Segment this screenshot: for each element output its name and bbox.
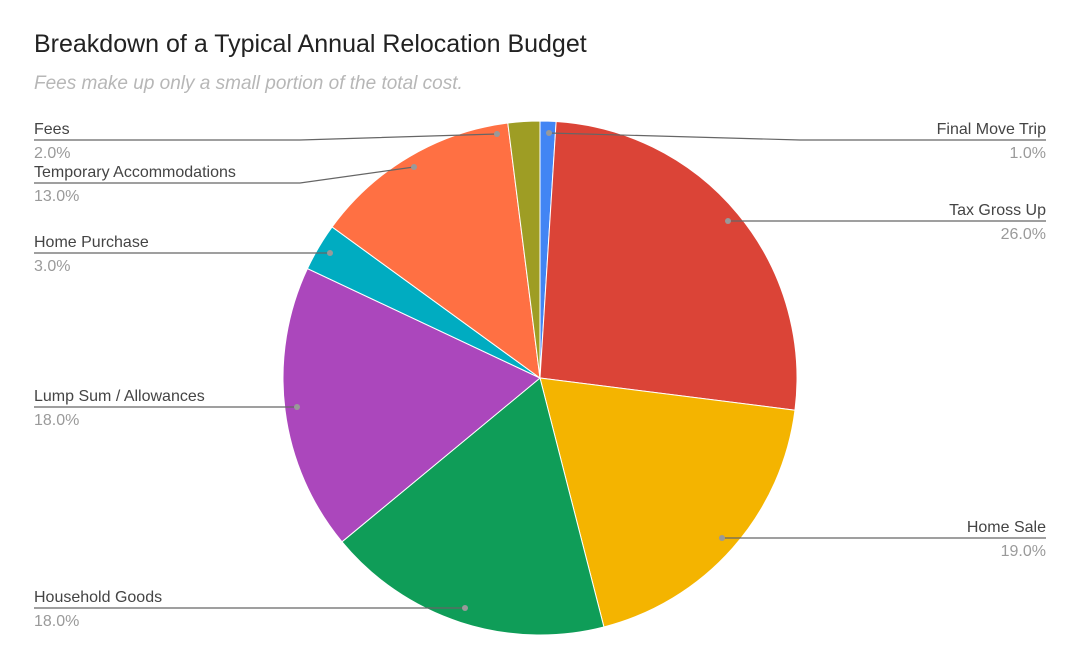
- slice-label-home-sale: Home Sale: [967, 519, 1046, 536]
- chart-subtitle: Fees make up only a small portion of the…: [34, 73, 463, 94]
- slice-label-fees: Fees: [34, 121, 70, 138]
- pie-slice-home-sale: [539, 377, 796, 628]
- slice-label-household-goods: Household Goods: [34, 589, 162, 606]
- pie-slice-lump-sum-allowances: [282, 267, 541, 543]
- slice-percent-home-purchase: 3.0%: [34, 258, 70, 275]
- slice-percent-home-sale: 19.0%: [1001, 543, 1046, 560]
- slice-percent-temporary-accommodations: 13.0%: [34, 188, 79, 205]
- leader-dot-lump-sum-allowances: [294, 404, 300, 410]
- leader-dot-temporary-accommodations: [411, 164, 417, 170]
- pie-slice-fees: [507, 120, 541, 379]
- leader-dot-tax-gross-up: [725, 218, 731, 224]
- leader-line-fees: [34, 133, 498, 141]
- chart-title: Breakdown of a Typical Annual Relocation…: [34, 30, 587, 58]
- leader-dot-final-move-trip: [546, 130, 552, 136]
- pie-slice-temporary-accommodations: [331, 122, 541, 380]
- slice-label-final-move-trip: Final Move Trip: [937, 121, 1046, 138]
- pie-slice-household-goods: [341, 377, 605, 636]
- slice-label-temporary-accommodations: Temporary Accommodations: [34, 164, 236, 181]
- leader-dot-home-purchase: [327, 250, 333, 256]
- slice-percent-tax-gross-up: 26.0%: [1001, 226, 1046, 243]
- slice-label-tax-gross-up: Tax Gross Up: [949, 202, 1046, 219]
- leader-line-temporary-accommodations: [34, 166, 415, 184]
- leader-dot-fees: [494, 131, 500, 137]
- leader-dot-household-goods: [462, 605, 468, 611]
- leader-line-final-move-trip: [548, 132, 1046, 141]
- slice-percent-final-move-trip: 1.0%: [1010, 145, 1046, 162]
- pie-slice-tax-gross-up: [539, 120, 798, 411]
- leader-dot-home-sale: [719, 535, 725, 541]
- slice-percent-household-goods: 18.0%: [34, 613, 79, 630]
- slice-percent-lump-sum-allowances: 18.0%: [34, 412, 79, 429]
- slice-label-lump-sum-allowances: Lump Sum / Allowances: [34, 388, 205, 405]
- slice-label-home-purchase: Home Purchase: [34, 234, 149, 251]
- slice-percent-fees: 2.0%: [34, 145, 70, 162]
